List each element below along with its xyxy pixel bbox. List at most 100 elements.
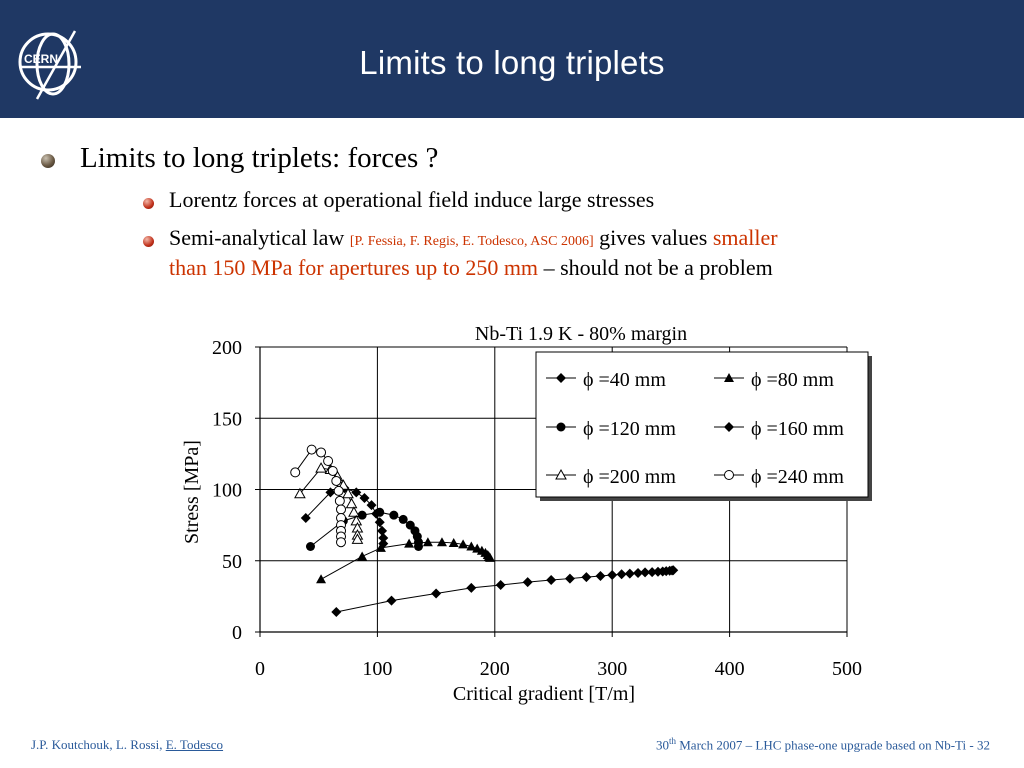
marker-diamond — [331, 607, 342, 618]
legend-label: ϕ =200 mm — [583, 466, 676, 488]
y-tick-label: 50 — [222, 551, 242, 573]
marker-triangle — [458, 539, 469, 549]
marker-diamond — [377, 525, 388, 536]
marker-open-triangle — [555, 468, 567, 480]
marker-circle — [305, 542, 315, 551]
slide-title: Limits to long triplets — [359, 44, 665, 81]
bullet-semi-analytical-cont: than 150 MPa for apertures up to 250 mm … — [169, 255, 773, 281]
marker-diamond — [640, 567, 651, 578]
marker-open-triangle — [345, 497, 358, 509]
author-link[interactable]: E. Todesco — [165, 737, 224, 752]
marker-diamond — [359, 493, 370, 504]
marker-open-circle — [333, 485, 344, 496]
marker-diamond — [351, 487, 362, 498]
marker-open-triangle — [348, 506, 360, 517]
marker-open-circle — [323, 456, 334, 466]
marker-circle — [398, 514, 408, 524]
legend-label: ϕ =120 mm — [583, 418, 676, 440]
date-day: 30 — [655, 737, 669, 753]
x-tick-label: 300 — [597, 658, 627, 680]
marker-circle — [556, 422, 566, 432]
series-4 — [300, 483, 389, 549]
marker-triangle — [485, 552, 496, 562]
footer-date-page: 30th March 2007 – LHC phase-one upgrade … — [656, 736, 990, 753]
series-5 — [294, 462, 364, 544]
y-tick-label: 0 — [232, 622, 242, 644]
marker-open-circle — [336, 537, 347, 548]
x-tick-label: 100 — [362, 658, 392, 680]
sub-bullet-icon — [143, 236, 154, 247]
series-2 — [316, 537, 496, 584]
marker-open-circle — [316, 447, 327, 458]
marker-open-triangle — [294, 487, 306, 499]
marker-diamond — [366, 500, 377, 511]
marker-triangle — [448, 537, 459, 547]
marker-diamond — [556, 373, 566, 383]
header-bar: CERN Limits to long triplets — [0, 0, 1024, 118]
marker-diamond — [595, 570, 606, 581]
marker-open-triangle — [315, 462, 327, 473]
x-tick-label: 0 — [255, 658, 265, 680]
marker-open-circle — [334, 495, 345, 506]
marker-diamond — [371, 508, 382, 519]
x-tick-label: 400 — [715, 658, 745, 680]
highlight-text: smaller — [712, 225, 778, 250]
highlight-text: than 150 MPa for apertures up to 250 mm — [169, 255, 539, 280]
footer-authors: J.P. Koutchouk, L. Rossi, E. Todesco — [31, 737, 223, 753]
marker-open-triangle — [351, 533, 364, 544]
marker-diamond — [624, 568, 635, 579]
legend-label: ϕ =240 mm — [751, 466, 844, 488]
marker-diamond — [522, 577, 533, 588]
marker-triangle — [316, 574, 327, 584]
marker-circle — [357, 510, 367, 520]
bullet-text: gives values — [593, 225, 713, 250]
bullet-lorentz: Lorentz forces at operational field indu… — [169, 187, 655, 212]
marker-open-circle — [290, 467, 301, 478]
y-tick-label: 200 — [212, 337, 242, 359]
marker-diamond — [466, 582, 477, 593]
marker-diamond — [378, 532, 389, 543]
marker-triangle — [422, 537, 433, 547]
marker-triangle — [436, 537, 447, 547]
marker-open-circle — [306, 444, 317, 455]
logo-text: CERN — [24, 52, 58, 66]
chart-title: Nb-Ti 1.9 K - 80% margin — [475, 323, 687, 345]
bullet-semi-analytical: Semi-analytical law [P. Fessia, F. Regis… — [169, 225, 778, 251]
marker-diamond — [647, 567, 658, 578]
date-sup: th — [668, 736, 676, 746]
marker-triangle — [724, 373, 734, 382]
stress-chart: 0 50 100 150 200 0 100 200 300 400 500 Nb-Ti 1.9 K … — [181, 323, 872, 705]
x-tick-label: 500 — [832, 658, 862, 680]
authors-text: J.P. Koutchouk, L. Rossi, — [31, 737, 166, 752]
marker-diamond — [325, 487, 336, 498]
marker-diamond — [495, 579, 506, 590]
marker-open-circle — [724, 470, 734, 480]
date-rest: March 2007 – LHC phase-one upgrade based… — [676, 737, 990, 753]
marker-triangle — [375, 542, 386, 552]
marker-open-triangle — [342, 487, 354, 499]
marker-triangle — [466, 541, 477, 551]
bullet-forces: Limits to long triplets: forces ? — [80, 142, 439, 174]
marker-open-circle — [336, 504, 347, 515]
marker-diamond — [633, 568, 644, 579]
marker-triangle — [357, 551, 368, 561]
marker-open-circle — [327, 465, 338, 476]
cern-logo: CERN — [18, 30, 81, 100]
marker-diamond — [607, 570, 618, 580]
marker-open-circle — [331, 475, 342, 486]
x-axis-label: Critical gradient [T/m] — [453, 683, 635, 705]
marker-diamond — [724, 422, 734, 432]
marker-circle — [389, 510, 399, 520]
marker-circle — [413, 542, 423, 551]
legend-label: ϕ =40 mm — [583, 369, 666, 391]
marker-diamond — [300, 513, 311, 523]
marker-diamond — [431, 588, 442, 599]
marker-diamond — [616, 569, 627, 580]
legend: ϕ =40 mm ϕ =80 mm ϕ =120 mm ϕ =160 mm ϕ =200… — [535, 351, 872, 501]
legend-label: ϕ =80 mm — [751, 369, 834, 391]
legend-box — [535, 351, 869, 498]
marker-diamond — [546, 574, 557, 585]
y-axis-label: Stress [MPa] — [181, 440, 203, 544]
series-6 — [290, 444, 347, 548]
y-tick-label: 100 — [212, 480, 242, 502]
